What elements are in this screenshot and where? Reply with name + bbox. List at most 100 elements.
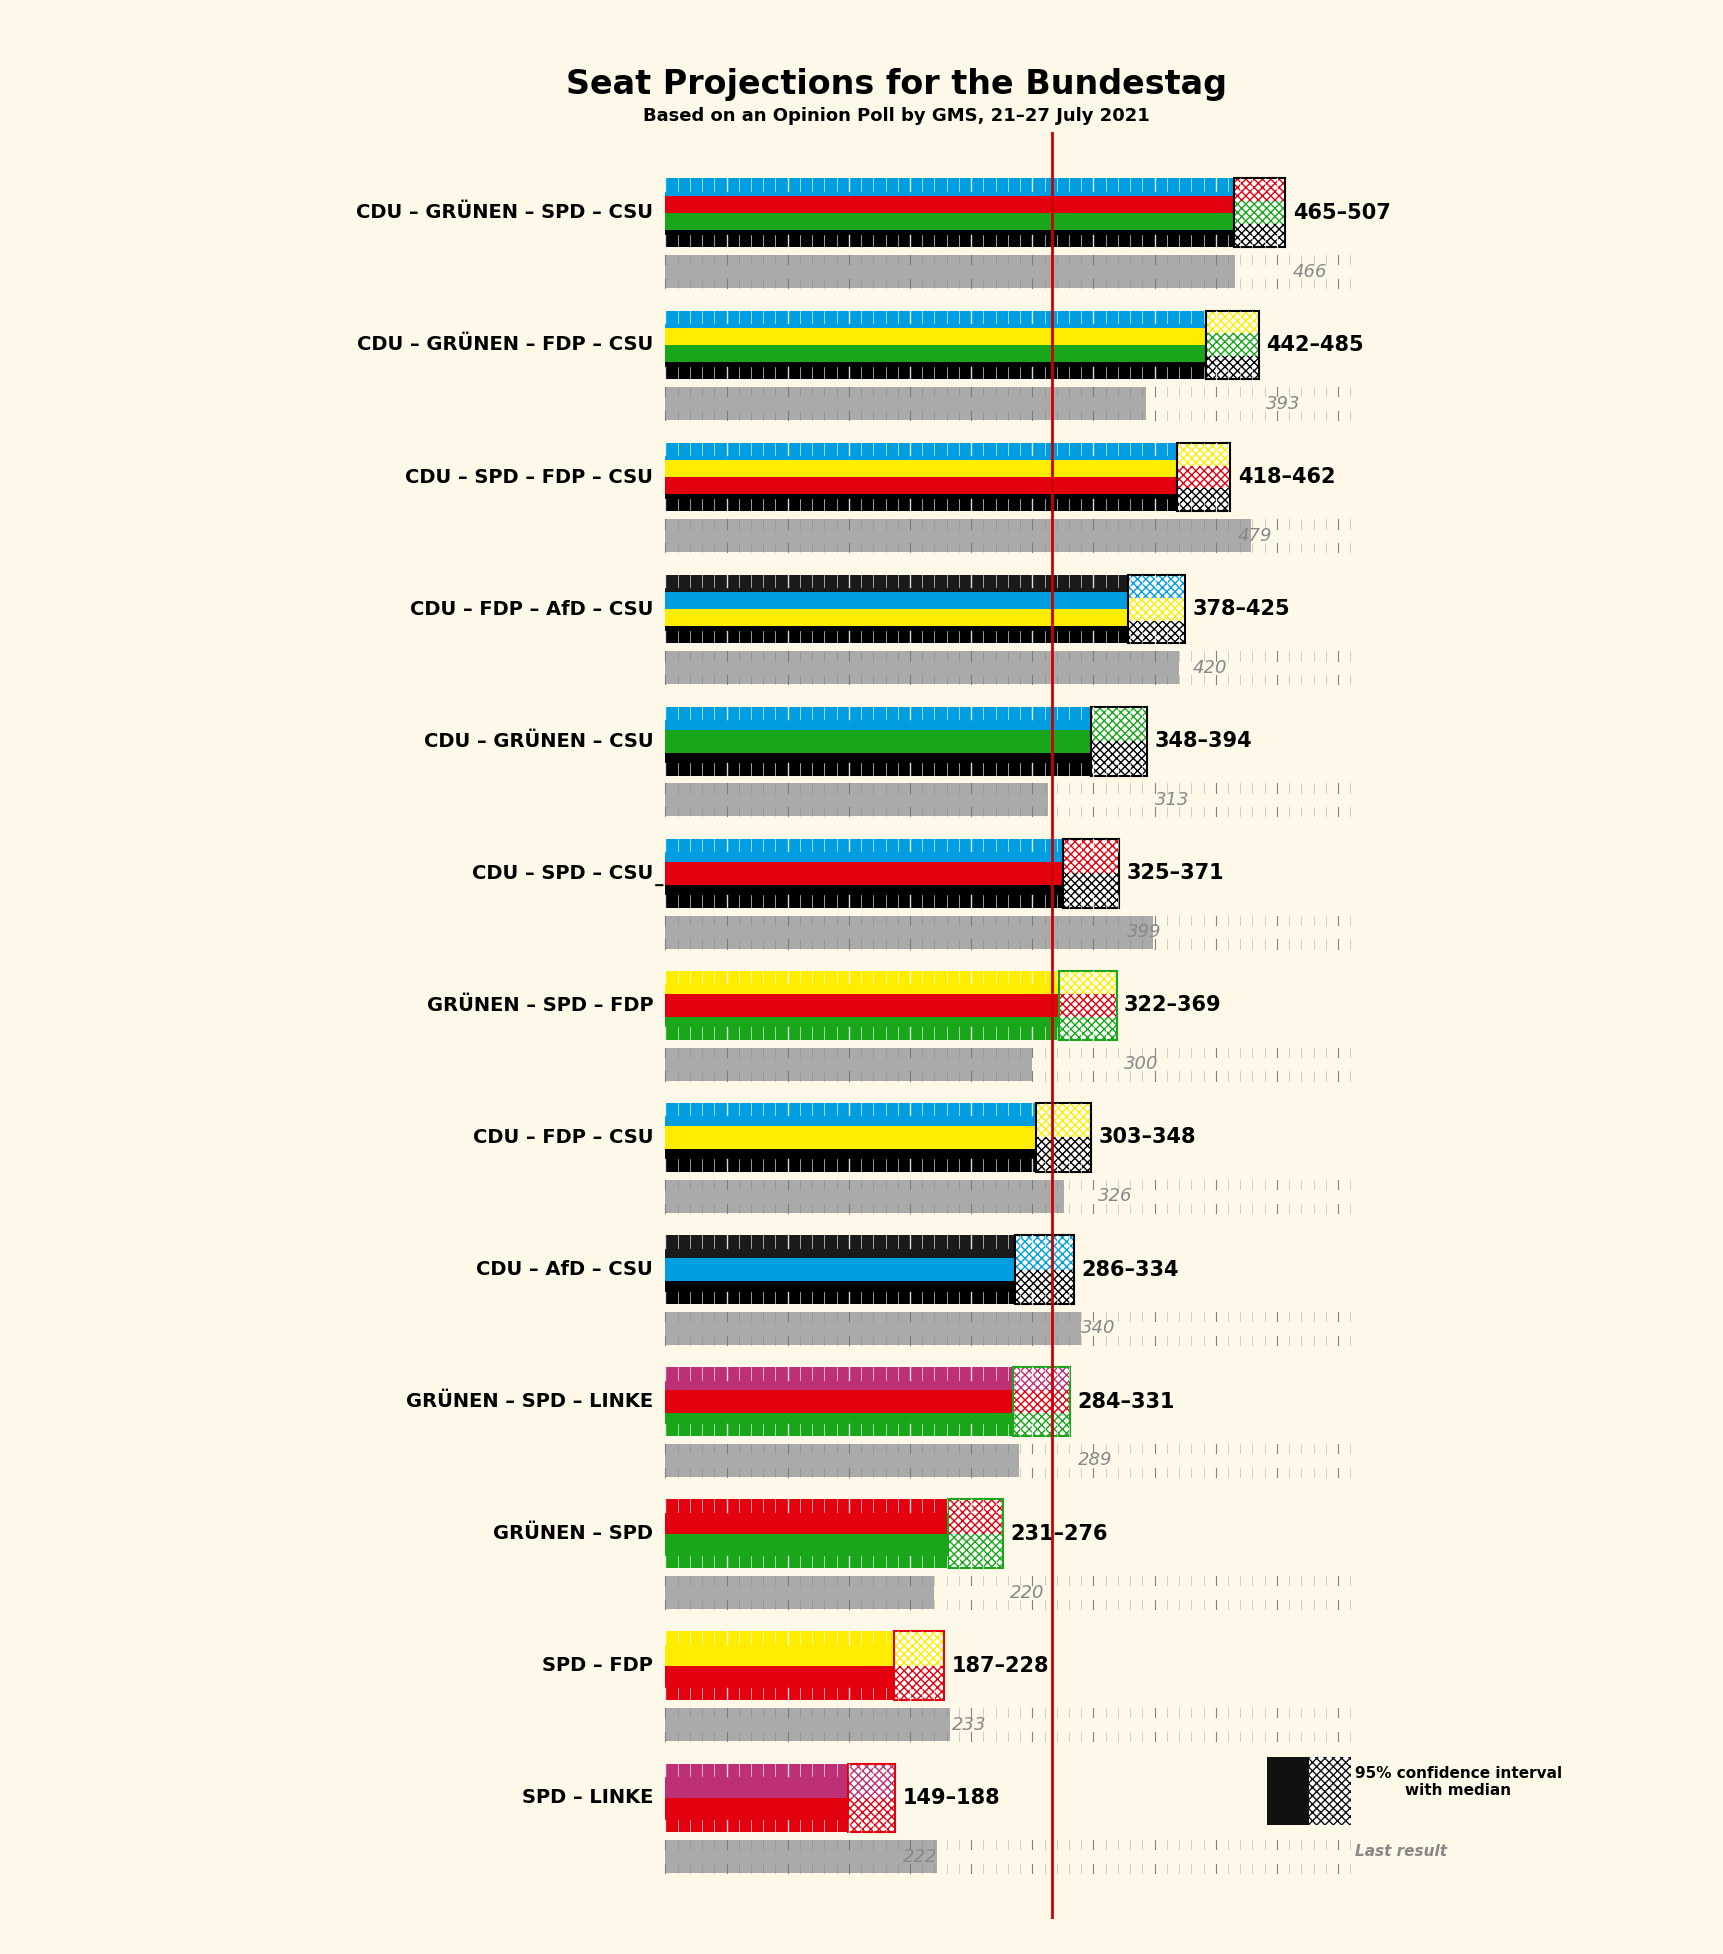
Bar bbox=[665, 1047, 1032, 1081]
Bar bbox=[665, 1667, 894, 1700]
Bar bbox=[665, 1499, 948, 1534]
Text: 418–462: 418–462 bbox=[1237, 467, 1335, 487]
Bar bbox=[665, 178, 1234, 195]
Bar bbox=[665, 459, 1177, 477]
Bar bbox=[1036, 1137, 1091, 1172]
Bar bbox=[665, 346, 1206, 361]
Bar bbox=[948, 1499, 1003, 1534]
Text: 289: 289 bbox=[1077, 1452, 1111, 1469]
Bar bbox=[665, 752, 1091, 776]
Bar bbox=[665, 729, 1091, 752]
Bar bbox=[1206, 311, 1258, 379]
Bar bbox=[665, 361, 1206, 379]
Bar bbox=[665, 592, 1127, 610]
Bar bbox=[665, 1534, 948, 1569]
Text: 95% confidence interval
with median: 95% confidence interval with median bbox=[1354, 1766, 1561, 1798]
Bar bbox=[665, 1282, 1015, 1303]
Bar bbox=[1234, 201, 1285, 225]
Text: 340: 340 bbox=[1080, 1319, 1115, 1337]
Bar bbox=[1058, 1016, 1117, 1040]
Bar bbox=[665, 231, 1234, 246]
Text: Last result: Last result bbox=[1354, 1845, 1446, 1858]
Bar bbox=[848, 1798, 894, 1833]
Bar bbox=[1177, 488, 1230, 512]
Text: 149–188: 149–188 bbox=[903, 1788, 999, 1807]
Bar bbox=[665, 995, 1058, 1016]
Bar bbox=[1011, 1368, 1070, 1389]
Bar bbox=[665, 916, 1153, 948]
Bar bbox=[1063, 873, 1118, 907]
Text: 325–371: 325–371 bbox=[1125, 864, 1223, 883]
Bar bbox=[665, 1368, 1011, 1389]
Bar bbox=[665, 1632, 894, 1667]
Text: 420: 420 bbox=[1192, 658, 1227, 676]
Bar bbox=[665, 1104, 1036, 1126]
Bar bbox=[1091, 741, 1146, 776]
Text: 479: 479 bbox=[1237, 528, 1272, 545]
Bar bbox=[1058, 971, 1117, 1040]
Text: 393: 393 bbox=[1265, 395, 1299, 412]
Bar bbox=[894, 1632, 944, 1667]
Text: 231–276: 231–276 bbox=[1010, 1524, 1108, 1544]
Text: CDU – GRÜNEN – FDP – CSU: CDU – GRÜNEN – FDP – CSU bbox=[357, 336, 653, 354]
Bar bbox=[1015, 1235, 1073, 1270]
Bar bbox=[665, 838, 1063, 862]
Bar bbox=[1015, 1270, 1073, 1303]
Text: CDU – GRÜNEN – SPD – CSU: CDU – GRÜNEN – SPD – CSU bbox=[357, 203, 653, 223]
Bar bbox=[1015, 1235, 1073, 1303]
Bar bbox=[665, 1413, 1011, 1436]
Bar bbox=[665, 610, 1127, 627]
Bar bbox=[665, 1798, 848, 1833]
Bar bbox=[665, 971, 1058, 995]
Bar bbox=[1234, 178, 1285, 201]
Text: 284–331: 284–331 bbox=[1077, 1391, 1175, 1411]
Text: CDU – FDP – CSU: CDU – FDP – CSU bbox=[472, 1127, 653, 1147]
Bar bbox=[848, 1764, 894, 1798]
Bar bbox=[1058, 995, 1117, 1016]
Bar bbox=[1206, 356, 1258, 379]
Bar bbox=[1177, 444, 1230, 465]
Bar bbox=[1234, 178, 1285, 246]
Bar bbox=[894, 1667, 944, 1700]
Bar bbox=[665, 1258, 1015, 1282]
Text: CDU – GRÜNEN – CSU: CDU – GRÜNEN – CSU bbox=[424, 731, 653, 750]
Bar bbox=[848, 1764, 894, 1833]
Bar bbox=[1058, 971, 1117, 995]
Text: CDU – SPD – FDP – CSU: CDU – SPD – FDP – CSU bbox=[405, 467, 653, 487]
Bar bbox=[665, 477, 1177, 494]
Bar bbox=[1091, 707, 1146, 776]
Text: 222: 222 bbox=[903, 1848, 937, 1866]
Text: 313: 313 bbox=[1154, 791, 1189, 809]
Text: CDU – FDP – AfD – CSU: CDU – FDP – AfD – CSU bbox=[410, 600, 653, 619]
Bar bbox=[1206, 311, 1258, 334]
Text: 399: 399 bbox=[1125, 922, 1160, 942]
Text: 303–348: 303–348 bbox=[1098, 1127, 1196, 1147]
Bar bbox=[1036, 1104, 1091, 1172]
Bar bbox=[1063, 838, 1118, 907]
Bar bbox=[665, 1235, 1015, 1258]
Bar bbox=[894, 1632, 944, 1700]
Text: SPD – LINKE: SPD – LINKE bbox=[522, 1788, 653, 1807]
Bar bbox=[665, 520, 1251, 553]
Bar bbox=[665, 1444, 1018, 1477]
Bar bbox=[665, 862, 1063, 885]
Text: 286–334: 286–334 bbox=[1080, 1260, 1179, 1280]
Bar bbox=[948, 1534, 1003, 1569]
Bar bbox=[665, 444, 1177, 459]
Bar bbox=[665, 1180, 1063, 1213]
Bar bbox=[1011, 1389, 1070, 1413]
Text: CDU – AfD – CSU: CDU – AfD – CSU bbox=[476, 1260, 653, 1280]
Text: 466: 466 bbox=[1292, 262, 1327, 281]
Bar bbox=[1091, 707, 1146, 741]
Bar bbox=[665, 1149, 1036, 1172]
Bar bbox=[1011, 1368, 1070, 1436]
Bar bbox=[665, 707, 1091, 729]
Bar bbox=[665, 1708, 949, 1741]
Bar bbox=[665, 387, 1146, 420]
Bar bbox=[665, 328, 1206, 346]
Bar bbox=[1177, 444, 1230, 512]
Text: Based on an Opinion Poll by GMS, 21–27 July 2021: Based on an Opinion Poll by GMS, 21–27 J… bbox=[643, 107, 1149, 125]
Bar bbox=[665, 784, 1048, 817]
Bar bbox=[665, 1764, 848, 1798]
Bar bbox=[665, 195, 1234, 213]
